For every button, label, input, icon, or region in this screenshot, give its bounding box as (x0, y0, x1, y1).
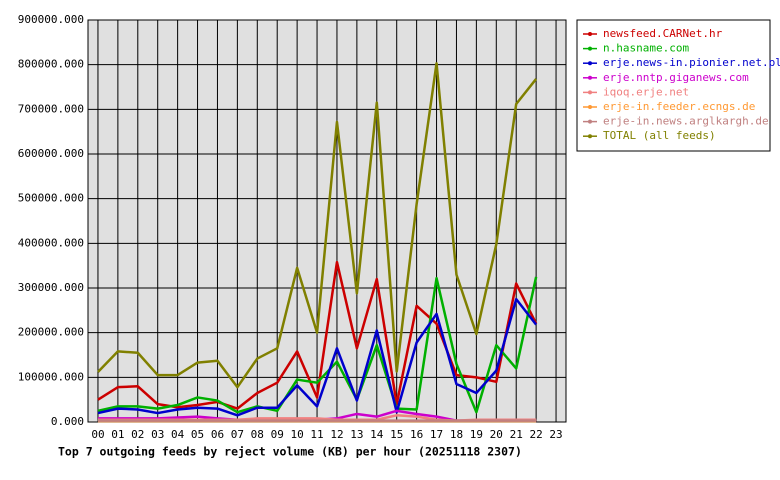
y-tick-label: 0.000 (51, 415, 84, 428)
x-tick-label: 17 (430, 428, 443, 441)
y-tick-label: 400000.000 (18, 236, 84, 249)
legend-label: n.hasname.com (603, 42, 689, 55)
legend-label: erje.news-in.pionier.net.pl (603, 56, 780, 69)
x-tick-label: 20 (490, 428, 503, 441)
x-tick-label: 23 (549, 428, 562, 441)
x-tick-label: 04 (171, 428, 185, 441)
y-tick-label: 800000.000 (18, 58, 84, 71)
x-tick-label: 09 (271, 428, 284, 441)
legend-label: erje-in.feeder.ecngs.de (603, 100, 755, 113)
x-tick-label: 01 (111, 428, 124, 441)
y-tick-label: 900000.000 (18, 13, 84, 26)
legend-marker (588, 134, 592, 139)
x-tick-label: 21 (510, 428, 523, 441)
x-tick-label: 18 (450, 428, 463, 441)
x-tick-label: 07 (231, 428, 244, 441)
legend-label: newsfeed.CARNet.hr (603, 27, 723, 40)
legend-marker (588, 105, 592, 109)
x-tick-label: 15 (390, 428, 403, 441)
legend-marker (588, 119, 592, 124)
y-tick-label: 100000.000 (18, 370, 84, 383)
legend-label: erje.nntp.giganews.com (603, 71, 749, 84)
y-tick-label: 500000.000 (18, 192, 84, 205)
y-tick-label: 700000.000 (18, 102, 84, 115)
x-tick-label: 12 (330, 428, 343, 441)
y-tick-label: 300000.000 (18, 281, 84, 294)
y-tick-label: 200000.000 (18, 326, 84, 339)
legend-label: iqoq.erje.net (603, 85, 689, 98)
x-tick-label: 11 (310, 428, 323, 441)
series-line (97, 297, 538, 417)
legend-marker (588, 32, 592, 36)
x-tick-label: 00 (91, 428, 104, 441)
x-tick-label: 14 (370, 428, 384, 441)
x-tick-label: 02 (131, 428, 144, 441)
x-tick-label: 05 (191, 428, 204, 441)
legend-marker (588, 61, 592, 66)
series-line (97, 62, 538, 389)
legend-marker (588, 75, 592, 80)
x-tick-label: 06 (211, 428, 224, 441)
legend-marker (588, 90, 592, 95)
chart-title: Top 7 outgoing feeds by reject volume (K… (58, 445, 522, 459)
x-tick-label: 08 (251, 428, 264, 441)
x-tick-label: 16 (410, 428, 423, 441)
x-tick-label: 19 (470, 428, 483, 441)
x-tick-label: 10 (291, 428, 304, 441)
legend-label: TOTAL (all feeds) (603, 129, 716, 142)
legend-marker (588, 46, 592, 51)
legend-label: erje-in.news.arglkargh.de (603, 115, 769, 128)
legend (576, 19, 771, 152)
y-tick-label: 600000.000 (18, 147, 84, 160)
x-tick-label: 03 (151, 428, 164, 441)
x-tick-label: 13 (350, 428, 363, 441)
x-tick-label: 22 (530, 428, 543, 441)
series-line (97, 276, 538, 414)
